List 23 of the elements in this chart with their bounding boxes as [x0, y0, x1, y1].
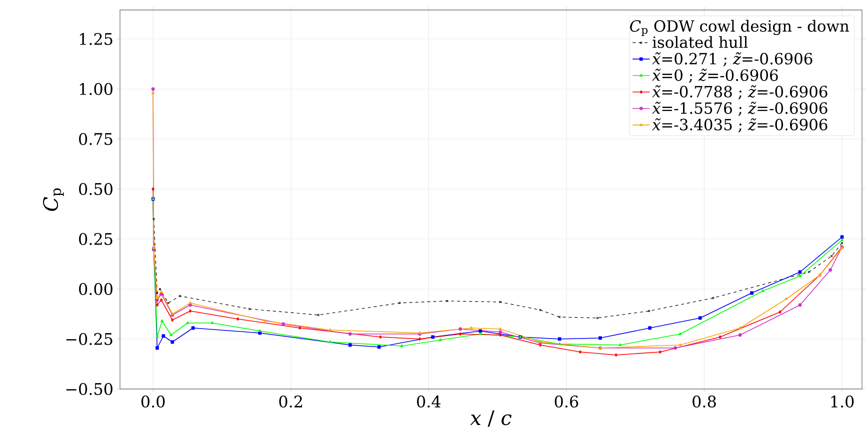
- y-tick-label: 0.25: [79, 232, 112, 246]
- legend-label: x̃=-0.7788 ; z̃=-0.6906: [652, 85, 828, 100]
- x-tick-label: 0.2: [279, 396, 302, 408]
- x-tick-label: 0.4: [417, 396, 441, 408]
- y-tick-label: 0.50: [79, 182, 112, 196]
- y-tick-label: −0.50: [66, 382, 112, 396]
- y-tick-label: 1.25: [80, 32, 112, 46]
- x-tick-label: 0.8: [692, 396, 716, 408]
- x-tick-label: 0.0: [141, 396, 165, 408]
- legend-title: C$_{p}$ ODW cowl design - down: [630, 20, 849, 36]
- legend-label: x̃=0.271 ; z̃=-0.6906: [652, 52, 812, 66]
- legend-label: x̃=-3.4035 ; z̃=-0.6906: [652, 118, 828, 132]
- x-tick-label: 0.6: [554, 396, 578, 408]
- legend-label: isolated hull: [652, 36, 748, 48]
- y-tick-label: −0.25: [66, 332, 112, 346]
- y-tick-label: 1.00: [80, 82, 112, 96]
- legend-label: x̃=-1.5576 ; z̃=-0.6906: [652, 102, 828, 116]
- y-tick-label: 0.75: [79, 132, 112, 146]
- x-tick-label: 1.0: [831, 396, 854, 408]
- legend-label: x̃=0 ; z̃=-0.6906: [652, 68, 778, 83]
- y-axis-title: C$_{p}$: [43, 188, 64, 211]
- y-tick-label: 0.00: [79, 282, 112, 296]
- x-axis-title: x / c: [470, 410, 512, 427]
